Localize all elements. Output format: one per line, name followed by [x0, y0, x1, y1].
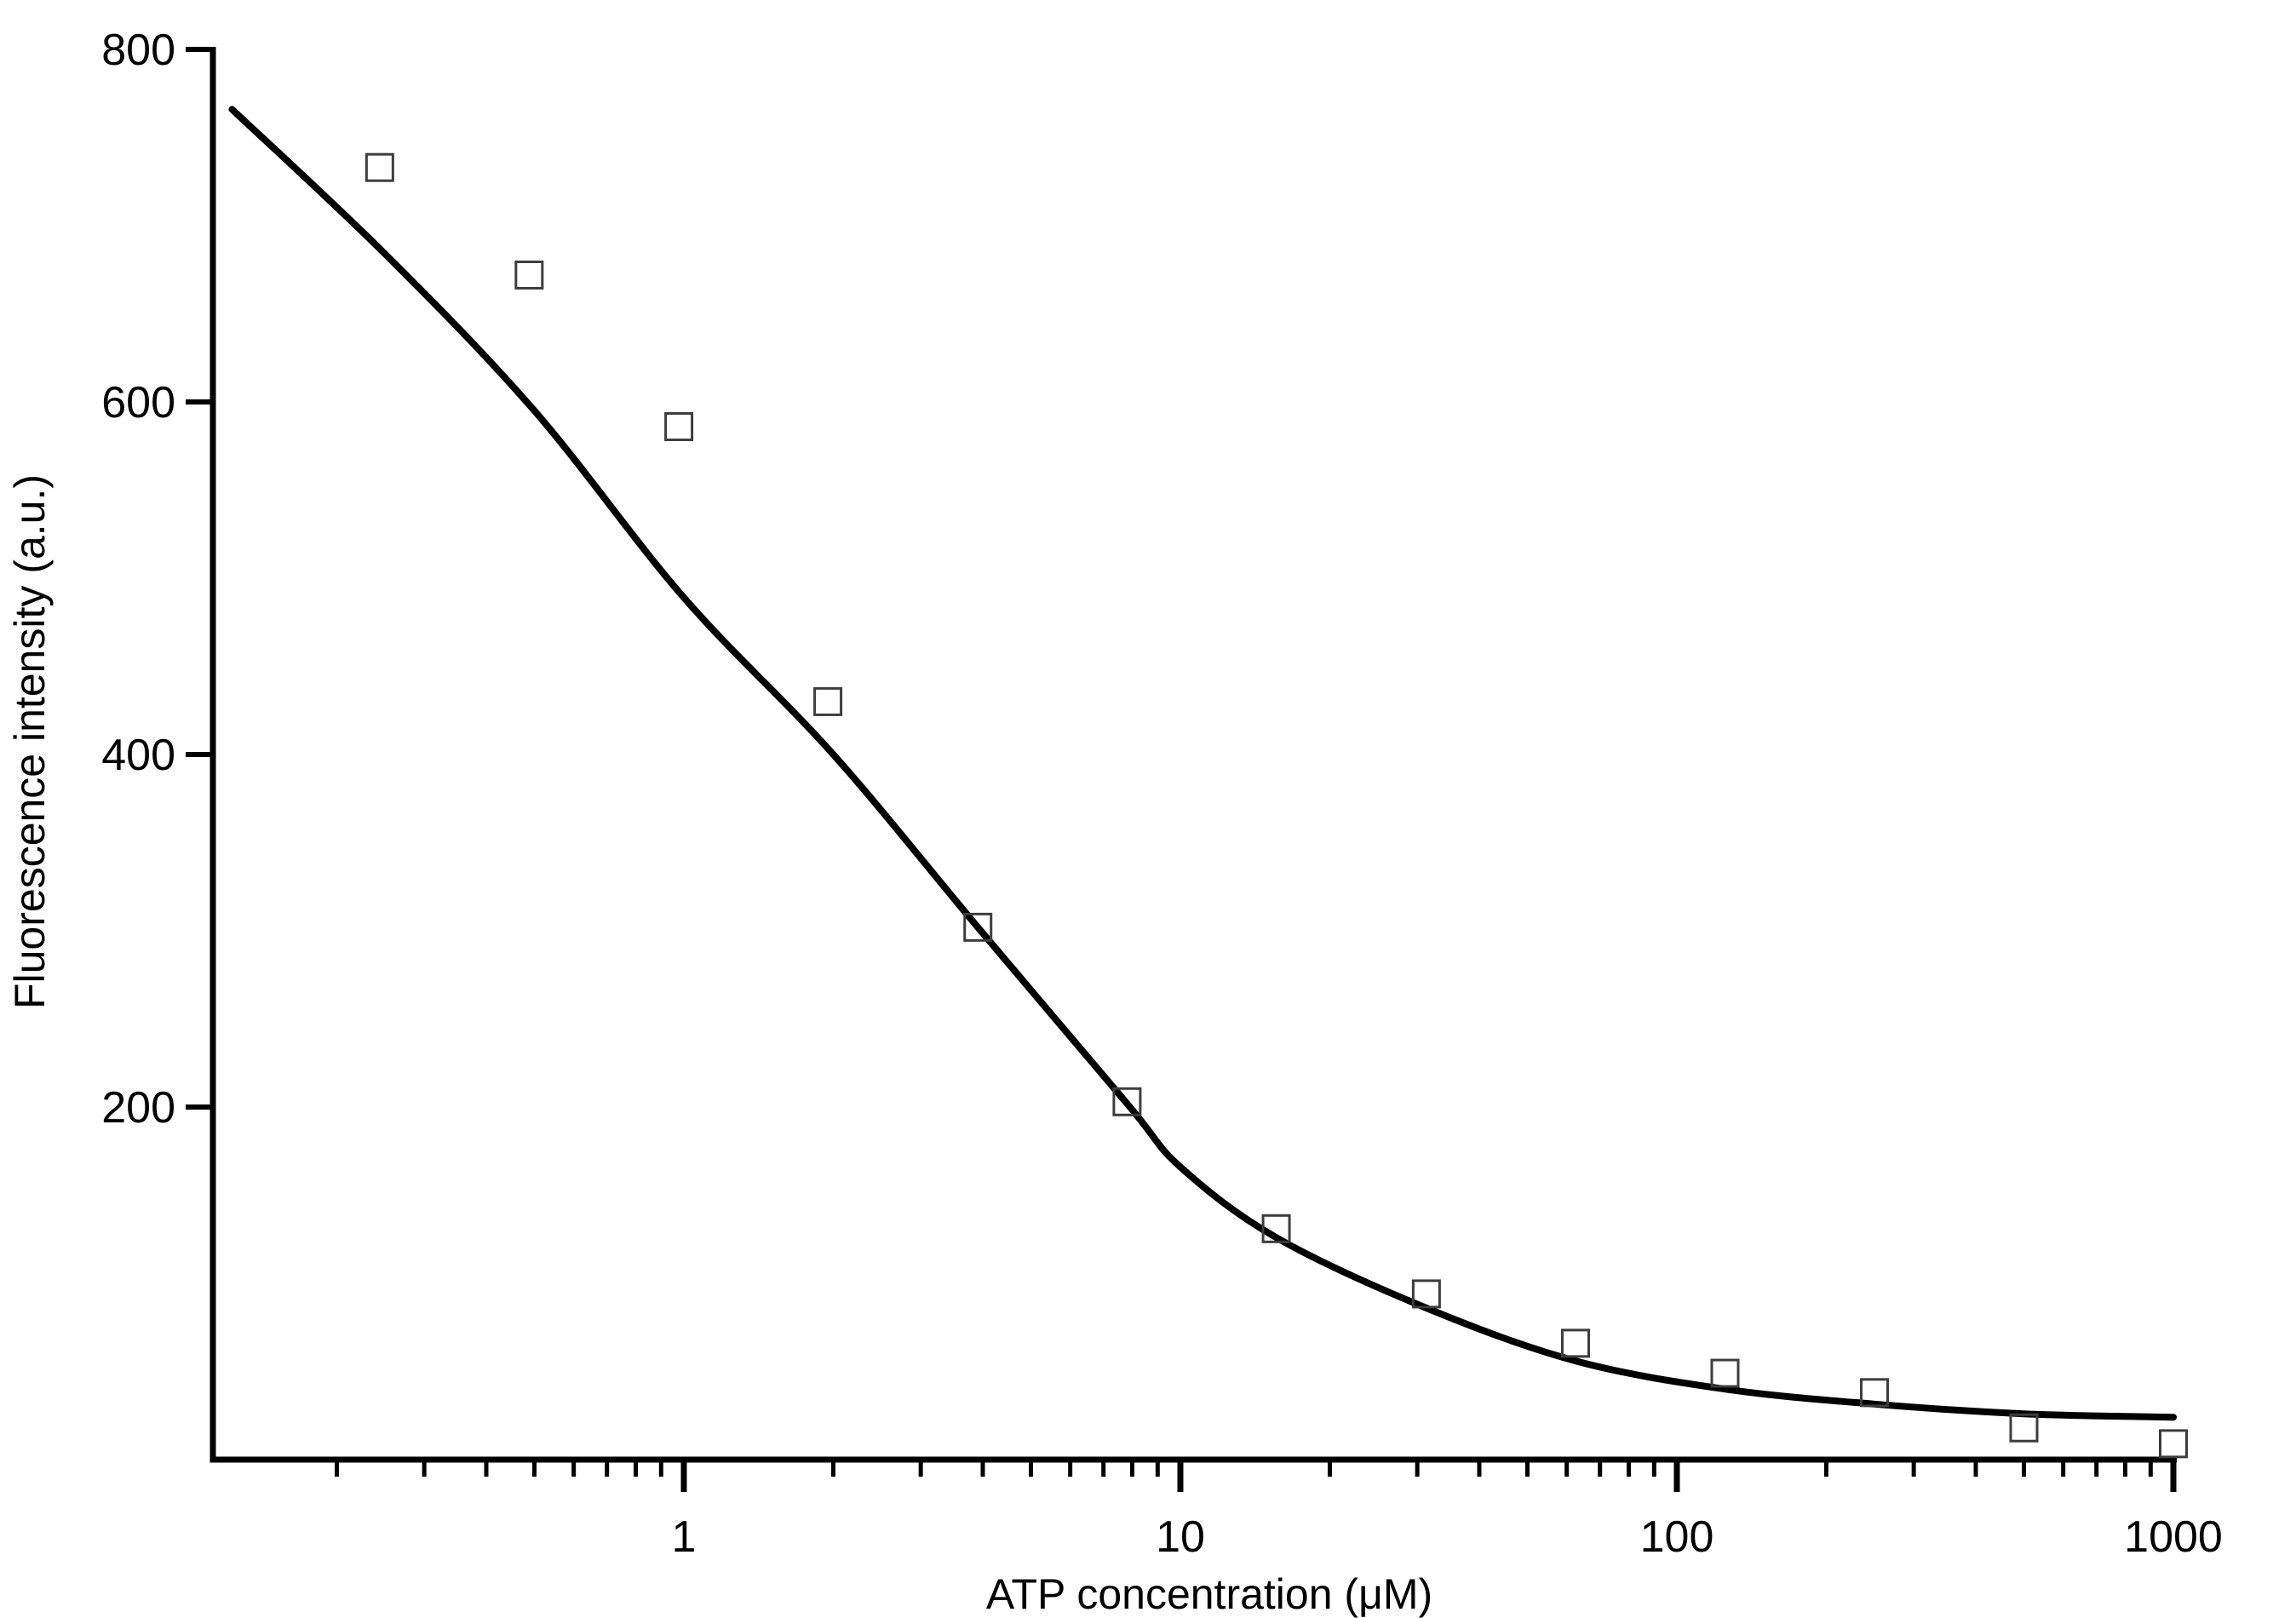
data-point-marker — [1859, 1378, 1889, 1408]
data-point-marker — [1710, 1358, 1740, 1388]
data-point-marker — [813, 686, 843, 716]
data-point-marker — [1411, 1279, 1441, 1309]
x-tick-label: 1000 — [2124, 1512, 2223, 1562]
data-point-marker — [1261, 1214, 1291, 1243]
y-tick-label: 800 — [101, 26, 175, 75]
data-point-marker — [1112, 1087, 1142, 1116]
fit-curve — [228, 106, 2177, 1421]
x-tick-label: 10 — [1156, 1512, 1205, 1562]
data-points-layer — [364, 152, 2188, 1459]
data-point-marker — [963, 912, 993, 942]
data-point-marker — [2009, 1413, 2039, 1443]
y-tick-label: 600 — [101, 378, 175, 427]
x-axis-title: ATP concentration (μM) — [986, 1570, 1432, 1618]
y-tick-label: 400 — [101, 731, 175, 780]
x-tick-label: 1 — [672, 1512, 697, 1562]
data-point-marker — [514, 260, 544, 290]
fit-curve-layer — [228, 106, 2177, 1421]
y-axis-title: Fluorescence intensity (a.u.) — [6, 474, 54, 1009]
y-tick-label: 200 — [101, 1083, 175, 1133]
data-point-marker — [664, 411, 694, 441]
data-point-marker — [364, 152, 394, 182]
axes: 200 400 600 800 1 10 100 1000 — [101, 26, 2223, 1562]
x-tick-label: 100 — [1640, 1512, 1714, 1562]
data-point-marker — [2159, 1429, 2188, 1459]
data-point-marker — [1560, 1328, 1590, 1358]
